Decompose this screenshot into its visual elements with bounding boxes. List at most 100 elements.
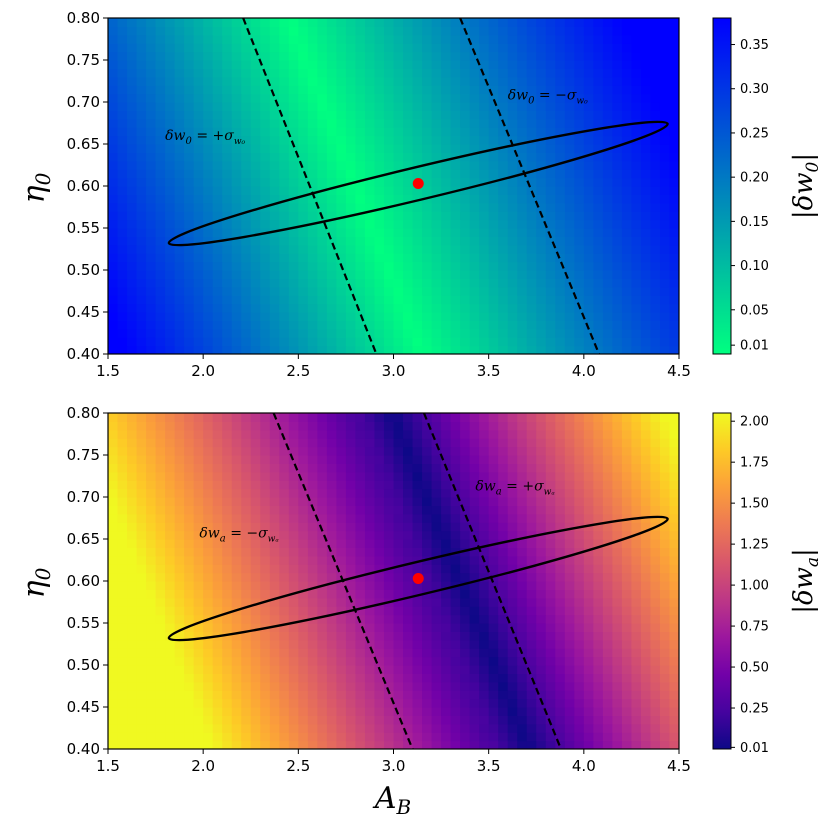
heat-cell	[317, 623, 328, 632]
heat-cell	[517, 135, 528, 145]
heat-cell	[431, 740, 442, 749]
heat-cell	[659, 530, 671, 540]
heat-cell	[203, 581, 214, 590]
heat-cell	[203, 295, 214, 305]
heat-cell	[146, 597, 157, 607]
heat-cell	[545, 26, 556, 36]
heat-cell	[298, 547, 309, 557]
heat-cell	[431, 438, 442, 448]
heat-cell	[288, 261, 299, 271]
heat-cell	[241, 564, 252, 574]
heat-cell	[231, 463, 242, 473]
heat-cell	[136, 732, 147, 742]
heat-cell	[212, 160, 223, 170]
heat-cell	[612, 572, 623, 582]
heat-cell	[317, 102, 328, 111]
heat-cell	[146, 471, 157, 481]
heat-cell	[136, 413, 147, 422]
heat-cell	[383, 194, 395, 204]
heat-cell	[184, 455, 195, 464]
heat-cell	[612, 665, 623, 674]
heat-cell	[536, 118, 547, 128]
heat-cell	[602, 169, 613, 179]
heat-cell	[383, 539, 395, 548]
heat-cell	[174, 85, 185, 95]
heat-cell	[355, 698, 366, 708]
heat-cell	[393, 547, 404, 557]
heat-cell	[146, 169, 157, 179]
heat-cell	[222, 614, 233, 624]
heat-cell	[108, 522, 119, 532]
heat-cell	[184, 303, 195, 313]
heat-cell	[536, 261, 547, 271]
heat-cell	[536, 219, 547, 229]
heat-cell	[441, 110, 452, 120]
heat-cell	[193, 555, 204, 565]
heat-cell	[146, 513, 157, 523]
heat-cell	[650, 555, 661, 565]
heat-cell	[545, 236, 556, 246]
heat-cell	[374, 740, 385, 749]
heat-cell	[155, 480, 166, 490]
heat-cell	[650, 169, 661, 179]
heat-cell	[460, 438, 471, 448]
heat-cell	[355, 278, 366, 288]
heat-cell	[488, 194, 499, 204]
heat-cell	[460, 581, 471, 590]
heat-cell	[621, 455, 633, 464]
heat-cell	[231, 480, 242, 490]
heat-cell	[583, 513, 594, 523]
heat-cell	[127, 665, 138, 674]
heat-cell	[469, 144, 480, 153]
heat-cell	[241, 597, 252, 607]
heat-cell	[450, 26, 461, 36]
heat-cell	[507, 18, 518, 27]
heat-cell	[431, 68, 442, 78]
heat-cell	[526, 597, 537, 607]
heat-cell	[498, 732, 509, 742]
heat-cell	[422, 244, 433, 254]
heat-cell	[345, 589, 357, 599]
heat-cell	[621, 43, 633, 53]
heat-cell	[364, 228, 376, 237]
heat-cell	[469, 312, 480, 321]
heat-cell	[403, 328, 414, 338]
heat-cell	[364, 606, 376, 616]
heat-cell	[364, 463, 376, 473]
heat-cell	[517, 51, 528, 61]
heat-cell	[545, 144, 556, 153]
heat-cell	[412, 740, 423, 749]
heat-cell	[583, 43, 594, 53]
heat-cell	[431, 177, 442, 187]
heat-cell	[507, 631, 518, 641]
heat-cell	[117, 429, 128, 439]
heat-cell	[517, 631, 528, 641]
heat-cell	[479, 278, 490, 288]
heat-cell	[488, 589, 499, 599]
heat-cell	[326, 253, 337, 263]
heat-cell	[460, 471, 471, 481]
heat-cell	[212, 186, 223, 195]
heat-cell	[640, 539, 652, 548]
heat-cell	[165, 110, 176, 120]
heat-cell	[345, 656, 357, 666]
heat-cell	[669, 715, 679, 725]
heat-cell	[203, 144, 214, 153]
heat-cell	[279, 597, 290, 607]
heat-cell	[612, 26, 623, 36]
heat-cell	[117, 345, 128, 354]
heat-cell	[155, 337, 166, 347]
heat-cell	[555, 480, 566, 490]
heat-cell	[564, 110, 575, 120]
heat-cell	[165, 211, 176, 221]
heat-cell	[174, 270, 185, 279]
heat-cell	[117, 228, 128, 237]
heat-cell	[517, 455, 528, 464]
heat-cell	[127, 480, 138, 490]
heat-cell	[593, 345, 604, 354]
heat-cell	[279, 110, 290, 120]
heat-cell	[108, 194, 119, 204]
heat-cell	[241, 186, 252, 195]
heat-cell	[174, 497, 185, 506]
heat-cell	[250, 295, 261, 305]
